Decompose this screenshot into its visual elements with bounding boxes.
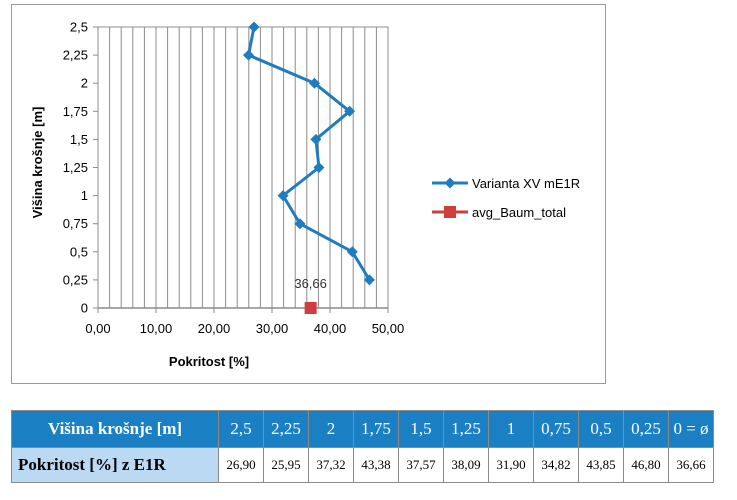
series-line xyxy=(247,26,371,281)
data-point xyxy=(344,105,356,117)
table-header-cell: 2 xyxy=(308,410,354,448)
y-tick-label: 0,25 xyxy=(63,272,88,287)
table-header-cell: 1,25 xyxy=(443,410,489,448)
data-point xyxy=(243,49,255,61)
table-header-cell: 1,75 xyxy=(353,410,399,448)
x-tick-label: 20,00 xyxy=(198,321,231,336)
data-point xyxy=(346,246,358,258)
x-axis-title: Pokritost [%] xyxy=(169,354,249,369)
table-header-label: Višina krošnje [m] xyxy=(11,410,219,448)
data-point xyxy=(294,218,306,230)
chart-frame: 0 0,25 0,5 0,75 1 1,25 1,5 1,75 2 2,25 2,5 0,00 10,0… xyxy=(11,4,606,384)
table-cell: 25,95 xyxy=(263,447,309,483)
legend-marker xyxy=(444,206,456,218)
y-tick-label: 2,25 xyxy=(63,48,88,63)
legend-label: avg_Baum_total xyxy=(472,205,566,220)
plot-area xyxy=(97,26,389,309)
table-header-cell: 1 xyxy=(488,410,534,448)
y-tick-label: 0,75 xyxy=(63,216,88,231)
table-cell: 36,66 xyxy=(668,447,714,483)
data-point xyxy=(313,162,325,173)
data-point xyxy=(363,274,375,286)
data-point xyxy=(277,190,289,202)
x-tick-label: 0,00 xyxy=(85,321,110,336)
data-point xyxy=(308,77,320,89)
data-label: 36,66 xyxy=(294,276,327,291)
table-header-cell: 0,25 xyxy=(623,410,669,448)
data-point xyxy=(248,21,260,33)
x-tick-label: 40,00 xyxy=(314,321,347,336)
y-tick-label: 1 xyxy=(81,188,88,203)
table-header-cell: 1,5 xyxy=(398,410,444,448)
table-cell: 37,57 xyxy=(398,447,444,483)
y-axis-title: Višina krošnje [m] xyxy=(30,107,45,219)
line-chart: 0 0,25 0,5 0,75 1 1,25 1,5 1,75 2 2,25 2,5 0,00 10,0… xyxy=(30,20,580,370)
table-row: Pokritost [%] z E1R 26,90 25,95 37,32 43,38… xyxy=(11,447,714,483)
table-cell: 34,82 xyxy=(533,447,579,483)
y-tick-label: 0,5 xyxy=(70,244,88,259)
table-cell: 43,85 xyxy=(578,447,624,483)
table-cell: 26,90 xyxy=(218,447,264,483)
table-header-cell: 0,5 xyxy=(578,410,624,448)
table-cell: 46,80 xyxy=(623,447,669,483)
table-row-label: Pokritost [%] z E1R xyxy=(11,447,219,483)
table-header-cell: 0,75 xyxy=(533,410,579,448)
y-tick-label: 2,5 xyxy=(70,20,88,35)
x-tick-label: 50,00 xyxy=(372,321,405,336)
x-tick-label: 30,00 xyxy=(256,321,289,336)
table-cell: 37,32 xyxy=(308,447,354,483)
table-header-cell: 0 = ø xyxy=(668,410,714,448)
data-point xyxy=(304,302,317,314)
y-tick-label: 1,75 xyxy=(63,104,88,119)
y-tick-label: 1,5 xyxy=(70,132,88,147)
table-cell: 38,09 xyxy=(443,447,489,483)
table-header-row: Višina krošnje [m] 2,5 2,25 2 1,75 1,5 1,25 1 0… xyxy=(11,410,714,448)
x-tick-label: 10,00 xyxy=(140,321,173,336)
table-header-cell: 2,25 xyxy=(263,410,309,448)
table-header-cell: 2,5 xyxy=(218,410,264,448)
legend-label: Varianta XV mE1R xyxy=(472,176,580,191)
y-tick-label: 0 xyxy=(81,301,88,316)
table-cell: 43,38 xyxy=(353,447,399,483)
y-tick-label: 2 xyxy=(81,76,88,91)
table-cell: 31,90 xyxy=(488,447,534,483)
data-table: Višina krošnje [m] 2,5 2,25 2 1,75 1,5 1,25 1 0… xyxy=(11,410,714,483)
data-point xyxy=(310,133,322,145)
legend-marker xyxy=(444,177,456,189)
y-tick-label: 1,25 xyxy=(63,160,88,175)
